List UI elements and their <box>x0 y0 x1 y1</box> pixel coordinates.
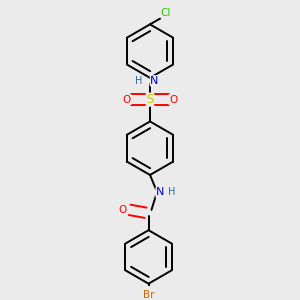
Text: O: O <box>118 205 127 215</box>
Text: O: O <box>123 95 131 105</box>
Text: N: N <box>150 76 158 86</box>
Text: O: O <box>169 95 177 105</box>
Text: H: H <box>135 76 142 86</box>
Text: Cl: Cl <box>161 8 171 18</box>
Text: S: S <box>146 93 154 106</box>
Text: Br: Br <box>143 290 154 300</box>
Text: H: H <box>168 188 176 197</box>
Text: N: N <box>156 188 164 197</box>
